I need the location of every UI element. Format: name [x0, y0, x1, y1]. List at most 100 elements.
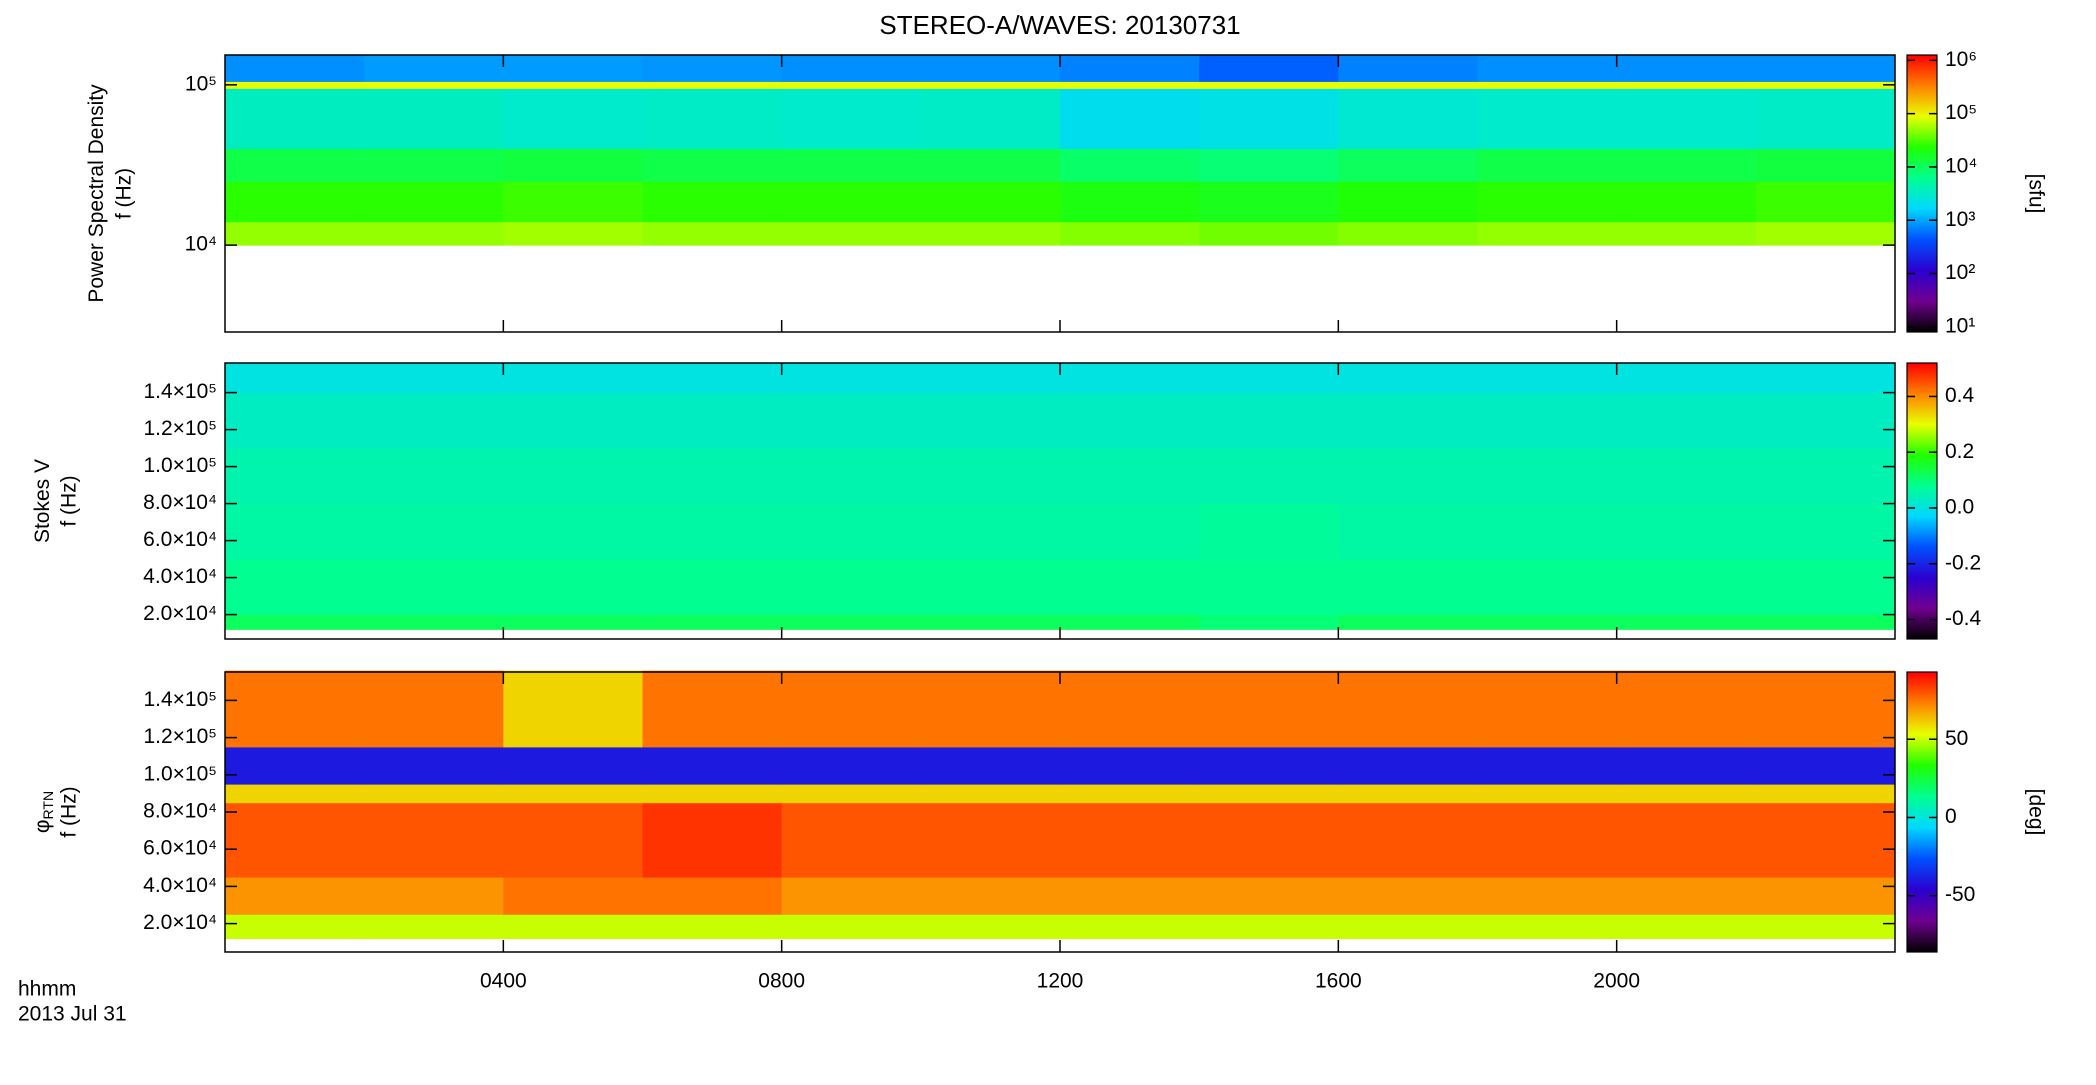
heatmap-cell [642, 784, 783, 804]
heatmap-cell [1477, 503, 1618, 560]
y-axis-label: Stokes V [31, 459, 54, 543]
heatmap-cell [1199, 670, 1339, 748]
heatmap-cell [364, 88, 504, 150]
heatmap-cell [1477, 914, 1618, 939]
title: STEREO-A/WAVES: 20130731 [879, 10, 1240, 40]
heatmap-cell [1755, 503, 1896, 560]
heatmap-cell [225, 503, 365, 560]
heatmap-cell [1060, 181, 1200, 223]
heatmap-cell [1477, 448, 1618, 505]
heatmap-cell [781, 448, 922, 505]
heatmap-cell [1338, 670, 1478, 748]
y-tick-label: 2.0×10⁴ [143, 911, 217, 934]
y-tick-label: 4.0×10⁴ [143, 565, 217, 588]
heatmap-cell [503, 914, 643, 939]
heatmap-cell [225, 746, 365, 785]
y-axis-label-text: Stokes V [31, 459, 54, 543]
heatmap-cell [1616, 55, 1757, 82]
heatmap-cell [781, 88, 922, 150]
heatmap-cell [1477, 670, 1618, 748]
heatmap-cell [920, 802, 1061, 878]
heatmap-cell [503, 88, 643, 150]
heatmap-cell [1477, 363, 1618, 394]
heatmap-cell [1477, 88, 1618, 150]
heatmap-cell [1616, 221, 1757, 246]
heatmap-cell [642, 181, 783, 223]
heatmap-cell [781, 55, 922, 82]
heatmap-cell [1338, 914, 1478, 939]
heatmap-cell [225, 802, 365, 878]
heatmap-cell [1755, 559, 1896, 616]
heatmap-cell [225, 81, 365, 89]
heatmap-cell [364, 55, 504, 82]
heatmap-cell [642, 55, 783, 82]
heatmap-cell [503, 802, 643, 878]
heatmap-cell [1199, 614, 1339, 630]
y-tick-label: 1.4×10⁵ [143, 688, 217, 711]
heatmap-cell [781, 148, 922, 182]
heatmap-cell [225, 559, 365, 616]
heatmap-cell [1199, 914, 1339, 939]
heatmap-cell [1477, 559, 1618, 616]
heatmap-cell [503, 81, 643, 89]
heatmap-cell [1060, 392, 1200, 449]
colorbar-tick-label: 0 [1945, 805, 1957, 828]
x-tick-label: 0800 [758, 970, 805, 993]
heatmap-cell [1199, 784, 1339, 804]
colorbar-tick-label: 10⁶ [1945, 48, 1977, 71]
heatmap-cell [1338, 746, 1478, 785]
y-axis-label: φRTN [31, 791, 56, 833]
y-axis-label-text: Power Spectral Density [85, 84, 108, 303]
heatmap-cell [1338, 614, 1478, 630]
heatmap-cell [920, 148, 1061, 182]
colorbar-tick-label: 0.2 [1945, 440, 1974, 463]
heatmap-cell [1338, 559, 1478, 616]
heatmap-cell [503, 392, 643, 449]
heatmap-cell [364, 363, 504, 394]
heatmap-cell [1199, 802, 1339, 878]
heatmap-cell [1338, 784, 1478, 804]
heatmap-cell [920, 55, 1061, 82]
heatmap-cell [920, 448, 1061, 505]
x-tick-label: 0400 [480, 970, 527, 993]
colorbar-tick-label: 10³ [1945, 208, 1975, 231]
heatmap-cell [920, 503, 1061, 560]
heatmap-cell [225, 55, 365, 82]
heatmap-cell [642, 81, 783, 89]
heatmap-cell [1060, 784, 1200, 804]
heatmap-cell [1616, 614, 1757, 630]
heatmap-cell [1060, 221, 1200, 246]
heatmap-cell [1755, 81, 1896, 89]
heatmap-cell [781, 363, 922, 394]
heatmap-cell [1477, 392, 1618, 449]
heatmap-cell [1199, 392, 1339, 449]
x-tick-label: 1200 [1037, 970, 1084, 993]
heatmap-cell [642, 88, 783, 150]
heatmap-cell [503, 148, 643, 182]
heatmap-cell [920, 559, 1061, 616]
heatmap-cell [1755, 877, 1896, 915]
heatmap-cell [1060, 448, 1200, 505]
heatmap-cell [503, 670, 643, 748]
heatmap-cell [225, 448, 365, 505]
heatmap-cell [225, 363, 365, 394]
heatmap-cell [781, 221, 922, 246]
heatmap-cell [1755, 448, 1896, 505]
heatmap-cell [225, 88, 365, 150]
heatmap-cell [642, 392, 783, 449]
heatmap-cell [920, 363, 1061, 394]
heatmap-cell [1060, 503, 1200, 560]
heatmap-cell [920, 877, 1061, 915]
heatmap-cell [1616, 148, 1757, 182]
heatmap-cell [225, 221, 365, 246]
heatmap-cell [1755, 614, 1896, 630]
heatmap-cell [920, 88, 1061, 150]
colorbar-label: [deg] [2024, 789, 2047, 836]
y-tick-label: 4.0×10⁴ [143, 874, 217, 897]
heatmap-cell [642, 670, 783, 748]
heatmap-cell [1755, 55, 1896, 82]
heatmap-cell [225, 784, 365, 804]
heatmap-cell [364, 877, 504, 915]
heatmap-cell [225, 148, 365, 182]
heatmap-cell [1616, 670, 1757, 748]
